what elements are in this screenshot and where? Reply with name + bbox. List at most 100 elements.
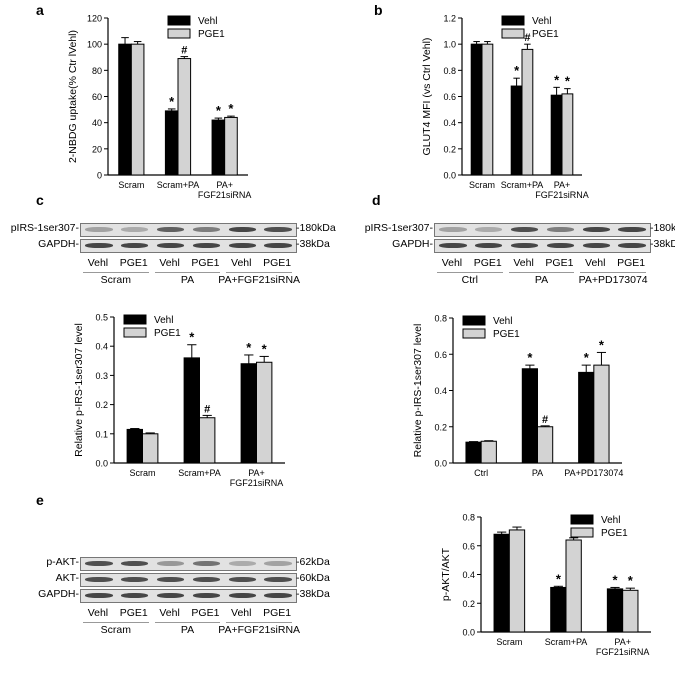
legend-label-vehl: Vehl xyxy=(601,515,620,526)
blot-band xyxy=(546,243,575,249)
legend-swatch-pge1 xyxy=(462,328,486,339)
y-tick-label: 0.4 xyxy=(462,570,475,580)
x-tick-label: Scram+PA xyxy=(545,637,588,647)
blot-size-label: -180kDa xyxy=(296,222,336,234)
x-tick-label: PA+ FGF21siRNA xyxy=(535,180,589,200)
blot-band xyxy=(85,243,113,249)
group-label: PA xyxy=(180,624,195,636)
significance-mark: * xyxy=(262,341,268,356)
blot-band xyxy=(85,593,113,599)
blot-size-label: -38kDa xyxy=(296,588,330,600)
blot-band xyxy=(156,577,185,583)
blot-band xyxy=(510,243,539,249)
lane-label: Vehl xyxy=(231,607,252,619)
blot-size-label: -60kDa xyxy=(296,572,330,584)
y-tick-label: 0.0 xyxy=(95,459,108,469)
group-label: PA+PD173074 xyxy=(578,274,648,286)
blot-size-label: -38kDa xyxy=(650,238,675,250)
blot-band xyxy=(228,593,256,599)
y-tick-label: 0.0 xyxy=(434,459,447,469)
x-tick-label: PA+ FGF21siRNA xyxy=(198,180,252,200)
y-tick-label: 0.6 xyxy=(434,350,447,360)
y-tick-label: 20 xyxy=(92,144,102,154)
legend-label-vehl: Vehl xyxy=(198,16,217,27)
significance-mark: * xyxy=(514,63,520,78)
lane-label: PGE1 xyxy=(617,257,646,269)
panel-letter-e: e xyxy=(36,492,44,508)
y-axis-label: Relative p-IRS-1ser307 level xyxy=(73,323,85,457)
blot-band xyxy=(582,227,610,233)
group-label: PA xyxy=(180,274,195,286)
legend-swatch-pge1 xyxy=(123,327,147,338)
blot-band xyxy=(510,227,539,233)
blot-size-label: -180kDa xyxy=(650,222,675,234)
blot-strip xyxy=(80,573,297,587)
legend-swatch-vehl xyxy=(462,315,486,326)
legend-label-pge1: PGE1 xyxy=(198,29,225,40)
significance-mark: * xyxy=(169,94,175,109)
lane-label: PGE1 xyxy=(263,607,292,619)
lane-label: PGE1 xyxy=(119,607,148,619)
blot-band xyxy=(85,227,113,233)
legend-swatch-pge1 xyxy=(167,28,191,39)
blot-row-label: GAPDH- xyxy=(38,238,79,250)
y-tick-label: 0.8 xyxy=(443,66,456,76)
y-tick-label: 0.0 xyxy=(443,171,456,181)
significance-mark: * xyxy=(216,103,222,118)
blot-band xyxy=(264,561,292,567)
lane-label: Vehl xyxy=(513,257,534,269)
x-tick-label: PA+ FGF21siRNA xyxy=(230,468,284,488)
panel-letter-b: b xyxy=(374,2,383,18)
legend-label-pge1: PGE1 xyxy=(532,29,559,40)
significance-mark: * xyxy=(246,340,252,355)
y-tick-label: 0.4 xyxy=(434,386,447,396)
blot-strip xyxy=(80,589,297,603)
y-tick-label: 60 xyxy=(92,92,102,102)
blot-band xyxy=(264,227,292,233)
lane-label: Vehl xyxy=(441,257,463,269)
significance-mark: * xyxy=(565,74,571,89)
blot-row-label: GAPDH- xyxy=(38,588,79,600)
legend-label-pge1: PGE1 xyxy=(154,328,181,339)
panel-letter-d: d xyxy=(372,192,381,208)
blot-band xyxy=(228,577,256,583)
blot-size-label: -38kDa xyxy=(296,238,330,250)
y-tick-label: 0.6 xyxy=(462,541,475,551)
y-tick-label: 0.2 xyxy=(462,599,475,609)
group-label: Scram xyxy=(100,274,131,286)
significance-mark: * xyxy=(189,330,195,345)
y-tick-label: 1.0 xyxy=(443,40,456,50)
blot-band xyxy=(85,561,113,567)
bar-vehl-1 xyxy=(550,586,567,633)
y-tick-label: 80 xyxy=(92,66,102,76)
y-tick-label: 0.2 xyxy=(434,422,447,432)
blot-band xyxy=(192,227,221,233)
y-axis-label: GLUT4 MFI (vs Ctrl Vehl) xyxy=(421,38,433,156)
blot-band xyxy=(156,593,185,599)
significance-mark: * xyxy=(556,571,562,586)
group-divider-line xyxy=(226,622,292,623)
lane-label: PGE1 xyxy=(545,257,574,269)
lane-label: Vehl xyxy=(87,607,109,619)
x-tick-label: Scram+PA xyxy=(178,468,221,478)
blot-band xyxy=(618,243,646,249)
blot-band xyxy=(264,593,292,599)
blot-band xyxy=(264,577,292,583)
y-axis-label: 2-NBDG uptake(% Ctr lVehl) xyxy=(67,30,79,163)
blot-strip xyxy=(80,239,297,253)
blot-band xyxy=(228,243,256,249)
x-tick-label: PA+ FGF21siRNA xyxy=(596,637,650,657)
bar-pge1-2 xyxy=(622,589,639,633)
group-divider-line xyxy=(508,272,575,273)
significance-mark: * xyxy=(584,350,590,365)
blot-strip xyxy=(80,223,297,237)
group-label: PA+FGF21siRNA xyxy=(218,624,301,636)
blot-band xyxy=(192,243,221,249)
blot-band xyxy=(156,243,185,249)
y-tick-label: 120 xyxy=(87,14,102,24)
legend-label-vehl: Vehl xyxy=(154,315,173,326)
bar-vehl-0 xyxy=(493,533,510,633)
